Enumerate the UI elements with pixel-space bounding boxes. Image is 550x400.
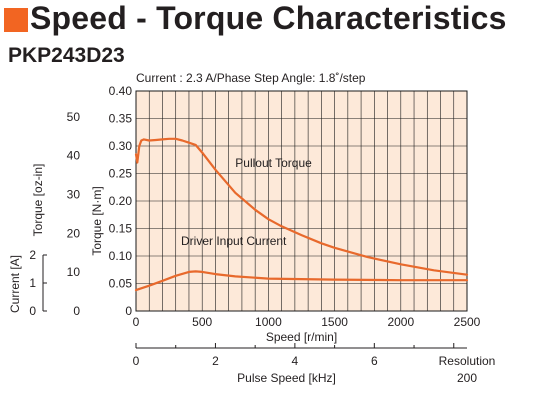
x-axis-label: Speed [r/min] [266, 330, 337, 344]
y-tick-label-nm: 0.20 [109, 194, 133, 208]
y-tick-label-nm: 0.10 [109, 249, 133, 263]
annotation-pullout-torque: Pullout Torque [235, 156, 312, 170]
y-tick-label-nm: 0.05 [109, 277, 133, 291]
y-tick-label-nm: 0.40 [109, 84, 133, 98]
y-tick-label-nm: 0.25 [109, 167, 133, 181]
y-tick-label-nm: 0 [125, 304, 132, 318]
y-tick-label-ozin: 10 [67, 265, 81, 279]
y-tick-label-nm: 0.35 [109, 112, 133, 126]
plot-frame [135, 90, 468, 312]
y-tick-label-ozin: 20 [67, 226, 81, 240]
x-tick-label: 0 [133, 315, 140, 329]
resolution-label: Resolution [439, 354, 496, 368]
y-tick-label-ozin: 40 [67, 149, 81, 163]
pulse-tick-label: 2 [212, 354, 219, 368]
pulse-tick-label: 0 [133, 354, 140, 368]
test-conditions: Current : 2.3 A/Phase Step Angle: 1.8˚/s… [136, 71, 366, 85]
pulse-axis-label: Pulse Speed [kHz] [237, 371, 336, 385]
x-tick-label: 500 [192, 315, 212, 329]
y-axis-label-ozin: Torque [oz-in] [31, 164, 45, 237]
annotation-driver-input-current: Driver Input Current [181, 234, 287, 248]
x-tick-label: 2000 [387, 315, 414, 329]
y-tick-label-ozin: 30 [67, 187, 81, 201]
x-tick-label: 2500 [454, 315, 481, 329]
y-axis-label-nm: Torque [N·m] [90, 186, 104, 255]
header-accent-square [4, 8, 28, 32]
series-line-driver-input-current [134, 270, 469, 292]
y-tick-label-current: 2 [29, 248, 36, 262]
model-name: PKP243D23 [8, 44, 125, 67]
series-line-pullout-torque [134, 137, 469, 276]
y-tick-label-current: 1 [29, 276, 36, 290]
x-tick-label: 1000 [255, 315, 282, 329]
pulse-tick-label: 6 [371, 354, 378, 368]
y-tick-label-ozin: 50 [67, 110, 81, 124]
y-axis-label-current: Current [A] [8, 255, 22, 313]
page-title: Speed - Torque Characteristics [30, 0, 507, 36]
pulse-tick-label: 4 [292, 354, 299, 368]
y-tick-label-nm: 0.15 [109, 222, 133, 236]
x-tick-label: 1500 [321, 315, 348, 329]
y-tick-label-ozin: 0 [73, 304, 80, 318]
y-tick-label-current: 0 [29, 304, 36, 318]
resolution-value: 200 [457, 371, 477, 385]
y-tick-label-nm: 0.30 [109, 139, 133, 153]
